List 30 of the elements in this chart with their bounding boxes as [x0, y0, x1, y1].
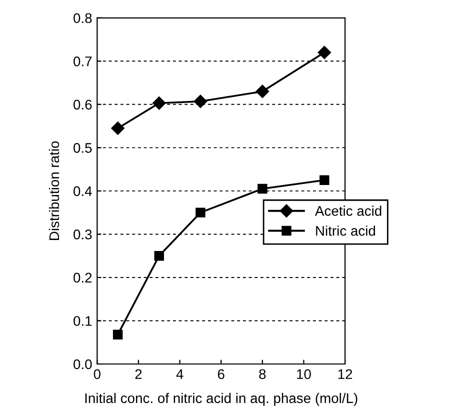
point [256, 84, 269, 98]
x-tick-label: 2 [135, 369, 142, 379]
legend-label: Acetic acid [314, 206, 382, 216]
point [111, 122, 124, 135]
point [112, 330, 123, 340]
y-tick-label: 0.2 [74, 272, 92, 283]
y-tick-label: 0.5 [74, 143, 92, 153]
point [318, 46, 331, 60]
point [154, 250, 164, 261]
x-tick-label: 8 [259, 369, 266, 380]
y-tick-label: 0.6 [74, 100, 92, 110]
y-tick-label: 0.1 [74, 316, 92, 326]
y-tick-label: 0.4 [74, 186, 92, 196]
point [196, 208, 206, 218]
y-axis-title: Distribution ratio [48, 141, 60, 240]
point [194, 94, 208, 108]
x-axis-title: Initial conc. of nitric acid in aq. phase (mol/L) [85, 392, 358, 406]
y-tick-label: 0.8 [74, 13, 92, 24]
y-tick-label: 0.7 [74, 56, 92, 66]
x-tick-label: 12 [338, 369, 352, 379]
y-tick-label: 0.3 [74, 230, 92, 240]
y-tick-label: 0.0 [74, 359, 92, 370]
point [258, 184, 268, 194]
x-tick-label: 0 [94, 369, 100, 380]
legend-label: Nitric acid [316, 226, 376, 236]
point [152, 96, 166, 110]
x-tick-label: 6 [218, 369, 224, 380]
x-tick-label: 4 [176, 369, 184, 379]
point [320, 175, 330, 185]
x-tick-label: 10 [297, 369, 311, 380]
